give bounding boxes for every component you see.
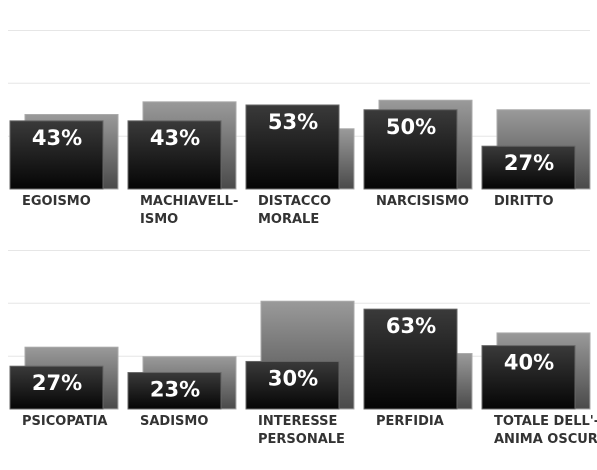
bar <box>481 345 576 410</box>
x-tick-label: NARCISISMO <box>376 194 469 209</box>
bar <box>245 360 340 410</box>
x-tick-label: DISTACCO MORALE <box>258 194 331 227</box>
bar <box>363 308 458 410</box>
bar <box>127 120 222 190</box>
bar <box>9 120 104 190</box>
x-tick-label: SADISMO <box>140 414 208 429</box>
bar <box>245 104 340 190</box>
x-tick-label: MACHIAVELL-ISMO <box>140 194 238 227</box>
value-label: 27% <box>504 151 554 175</box>
value-label: 27% <box>32 371 82 395</box>
bar <box>363 109 458 190</box>
value-label: 30% <box>268 366 318 390</box>
x-tick-label: EGOISMO <box>22 194 91 209</box>
value-label: 43% <box>32 126 82 150</box>
value-label: 63% <box>386 314 436 338</box>
x-tick-label: TOTALE DELL'-ANIMA OSCURA <box>494 414 597 447</box>
x-tick-label: INTERESSE PERSONALE <box>258 414 345 447</box>
value-label: 50% <box>386 115 436 139</box>
value-label: 43% <box>150 126 200 150</box>
value-label: 53% <box>268 110 318 134</box>
x-tick-label: PERFIDIA <box>376 414 444 429</box>
bar <box>127 372 222 410</box>
x-tick-label: DIRITTO <box>494 194 554 209</box>
bar <box>9 365 104 410</box>
value-label: 23% <box>150 378 200 402</box>
bar <box>481 145 576 190</box>
value-label: 40% <box>504 351 554 375</box>
x-tick-label: PSICOPATIA <box>22 414 107 429</box>
